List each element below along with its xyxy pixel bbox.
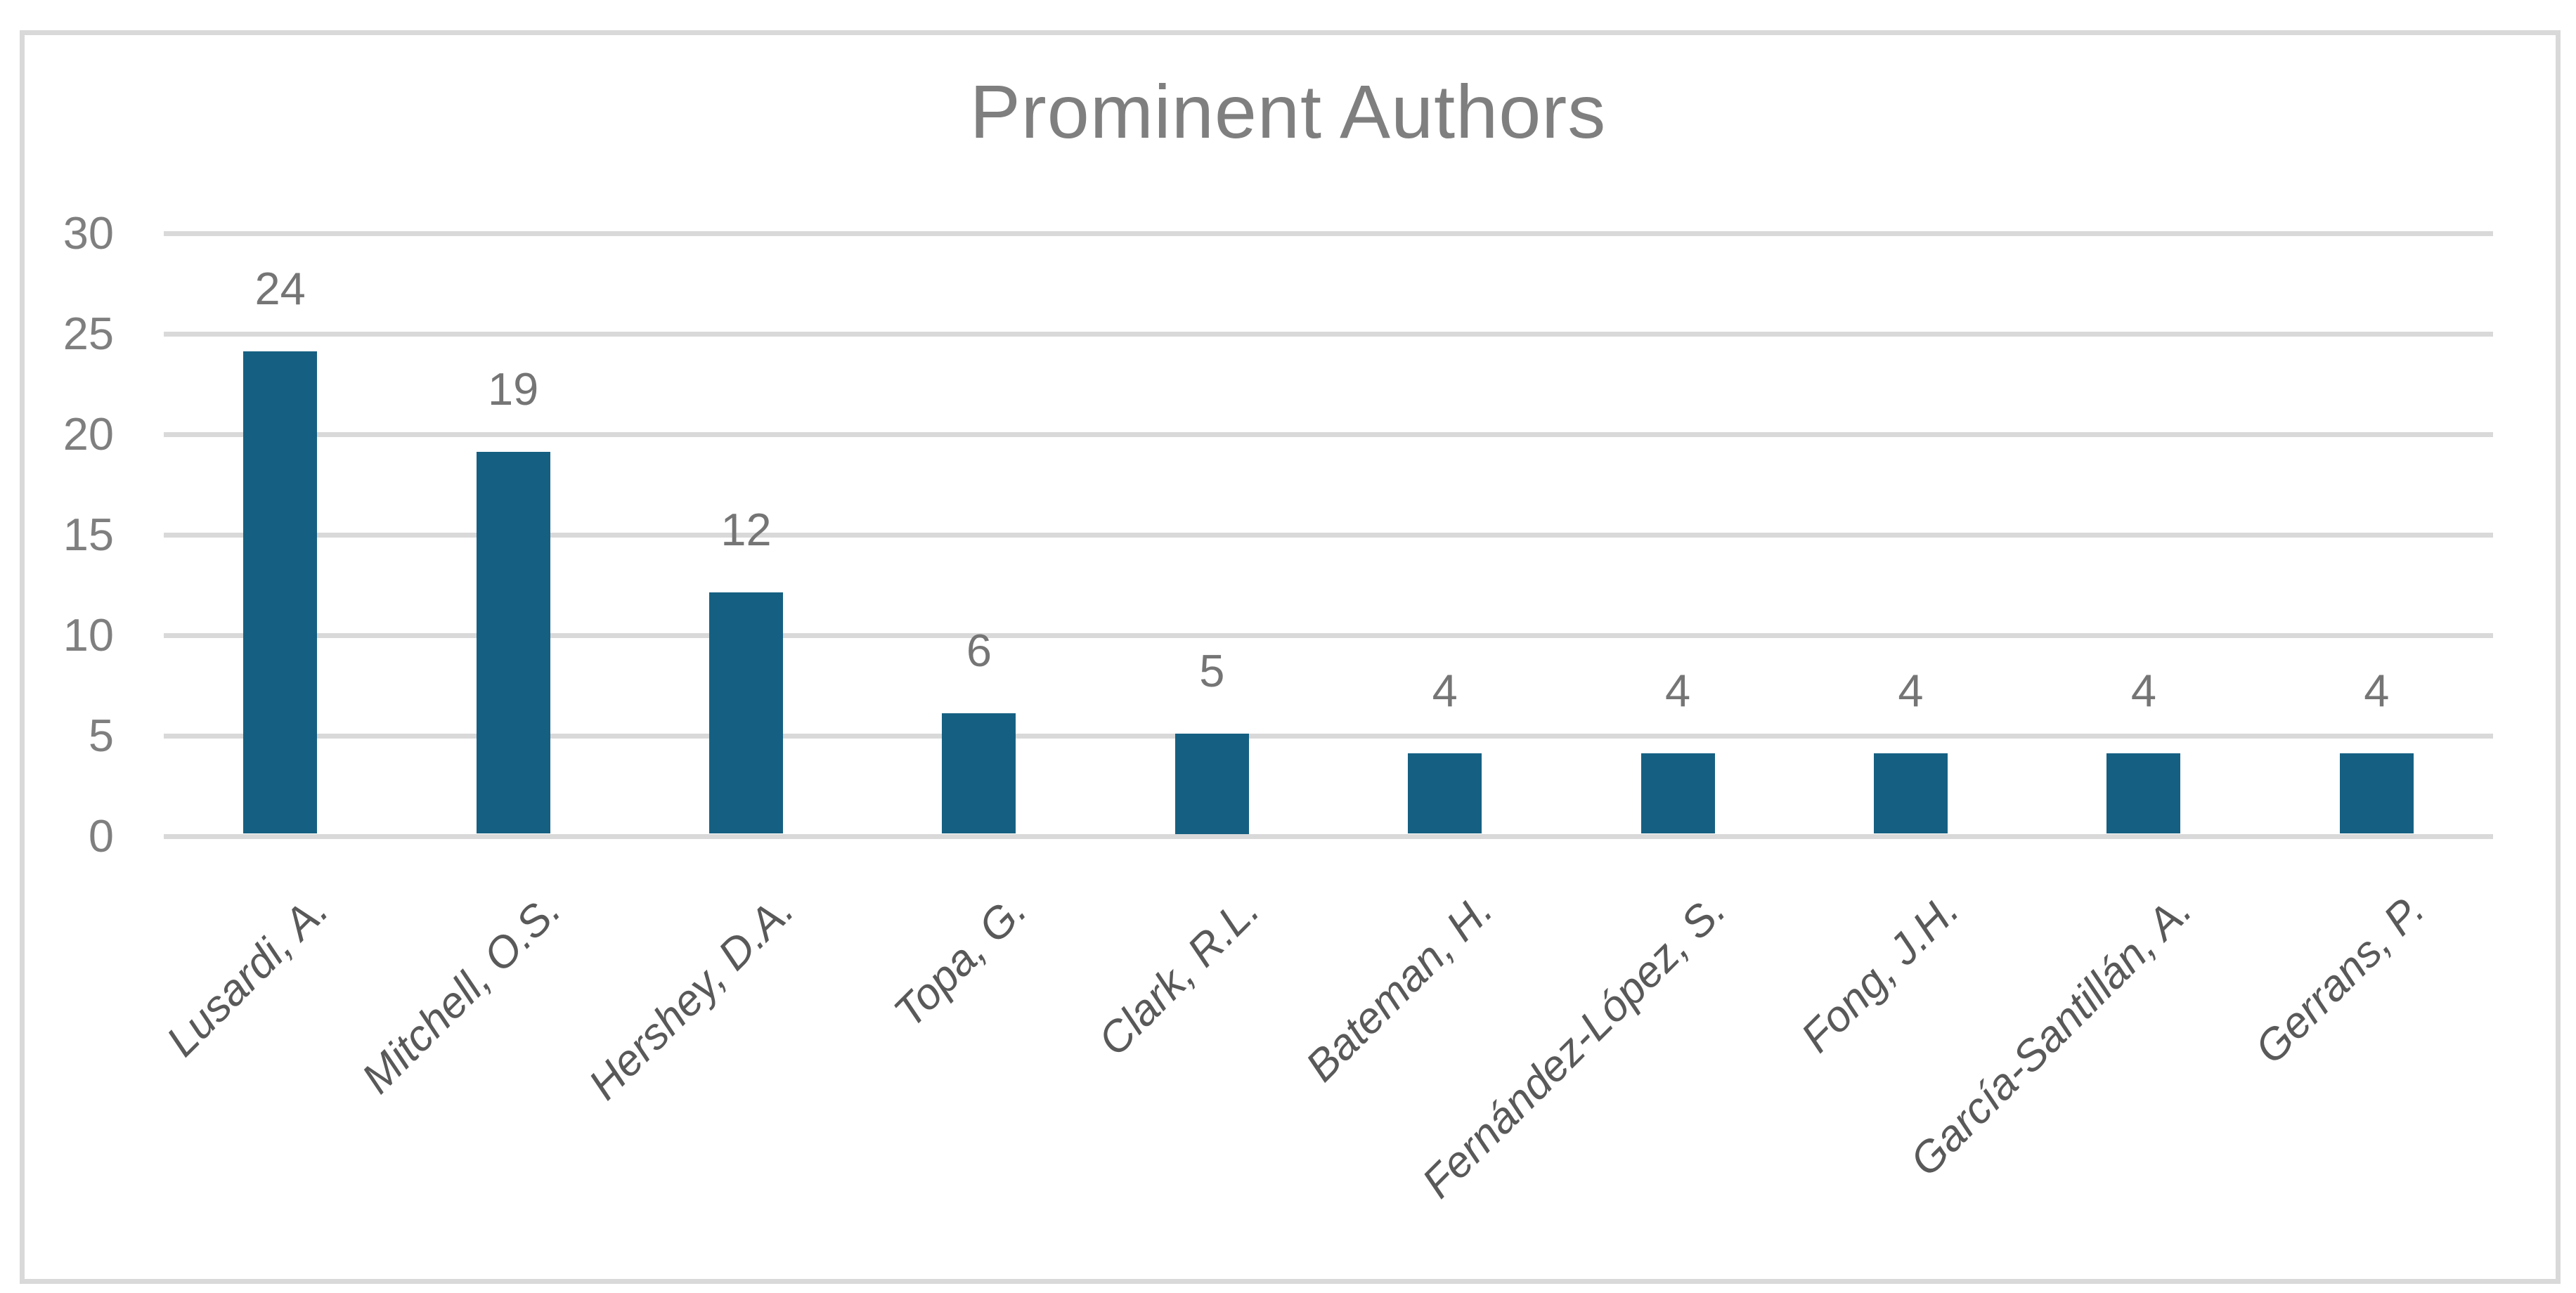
bar: [2106, 753, 2181, 834]
y-tick-label: 15: [63, 509, 114, 560]
bar: [942, 713, 1016, 834]
bar-value-label: 4: [1665, 665, 1691, 717]
x-category-label: Hershey, D.A.: [579, 885, 804, 1110]
bar-value-label: 12: [720, 504, 772, 556]
x-category-label: Bateman, H.: [1296, 885, 1503, 1091]
bar: [243, 351, 318, 834]
bar-value-label: 4: [2364, 665, 2390, 717]
gridline: [164, 833, 2493, 839]
x-category-label: Fong, J.H.: [1792, 885, 1969, 1062]
bar: [1408, 753, 1482, 834]
bar-value-label: 6: [966, 624, 992, 676]
bar-value-label: 4: [2130, 665, 2156, 717]
gridline: [164, 331, 2493, 337]
bar: [2339, 753, 2414, 834]
gridline: [164, 431, 2493, 437]
bar: [1174, 733, 1249, 834]
bar-value-label: 4: [1898, 665, 1924, 717]
chart-frame: [20, 30, 2561, 1284]
chart-title: Prominent Authors: [969, 69, 1607, 154]
x-category-label: Gerrans, P.: [2246, 885, 2434, 1074]
bar-value-label: 4: [1432, 665, 1458, 717]
x-category-label: Clark, R.L.: [1089, 885, 1269, 1065]
y-tick-label: 25: [63, 308, 114, 359]
bar: [709, 592, 783, 834]
y-tick-label: 10: [63, 609, 114, 661]
y-tick-label: 5: [88, 710, 114, 761]
gridline: [164, 230, 2493, 236]
bar: [476, 452, 550, 834]
bar: [1874, 753, 1948, 834]
gridline: [164, 733, 2493, 739]
y-tick-label: 20: [63, 408, 114, 460]
y-tick-label: 0: [88, 810, 114, 862]
x-category-label: Mitchell, O.S.: [353, 885, 571, 1103]
bar: [1640, 753, 1715, 834]
x-category-label: Topa, G.: [885, 885, 1037, 1037]
x-category-label: Lusardi, A.: [157, 885, 338, 1066]
gridline: [164, 532, 2493, 538]
bar-value-label: 19: [487, 363, 539, 415]
bar-value-label: 5: [1199, 644, 1225, 696]
gridline: [164, 632, 2493, 638]
bar-value-label: 24: [254, 263, 306, 315]
y-tick-label: 30: [63, 207, 114, 259]
